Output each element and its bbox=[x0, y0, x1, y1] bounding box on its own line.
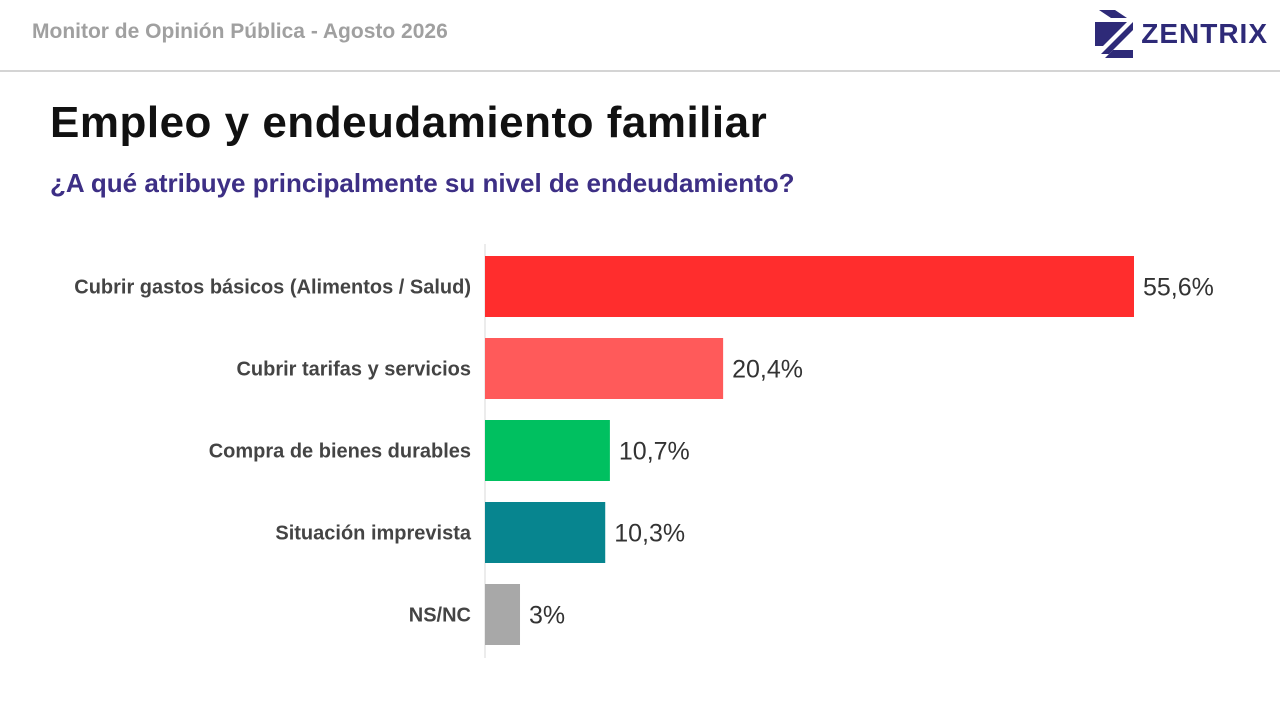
brand-name: ZENTRIX bbox=[1141, 18, 1268, 49]
zentrix-logo-icon bbox=[1095, 10, 1134, 58]
bar-4 bbox=[485, 584, 521, 645]
page-title: Empleo y endeudamiento familiar bbox=[50, 98, 768, 147]
category-label: Cubrir tarifas y servicios bbox=[236, 359, 471, 381]
bar-2 bbox=[485, 420, 610, 481]
question-subtitle: ¿A qué atribuye principalmente su nivel … bbox=[50, 168, 795, 198]
category-label: NS/NC bbox=[409, 605, 471, 627]
category-label: Compra de bienes durables bbox=[209, 441, 471, 463]
category-label: Situación imprevista bbox=[275, 523, 471, 545]
header-bar: Monitor de Opinión Pública - Agosto 2026… bbox=[0, 0, 1280, 72]
bar-3 bbox=[485, 502, 606, 563]
value-label: 10,3% bbox=[614, 520, 685, 548]
value-label: 3% bbox=[529, 602, 565, 630]
value-label: 10,7% bbox=[619, 438, 690, 466]
value-label: 55,6% bbox=[1143, 274, 1214, 302]
brand: ZENTRIX bbox=[1093, 8, 1268, 60]
value-label: 20,4% bbox=[732, 356, 803, 384]
bar-0 bbox=[485, 256, 1134, 317]
bar-1 bbox=[485, 338, 724, 399]
category-label: Cubrir gastos básicos (Alimentos / Salud… bbox=[74, 277, 471, 299]
report-header-title: Monitor de Opinión Pública - Agosto 2026 bbox=[32, 20, 448, 43]
